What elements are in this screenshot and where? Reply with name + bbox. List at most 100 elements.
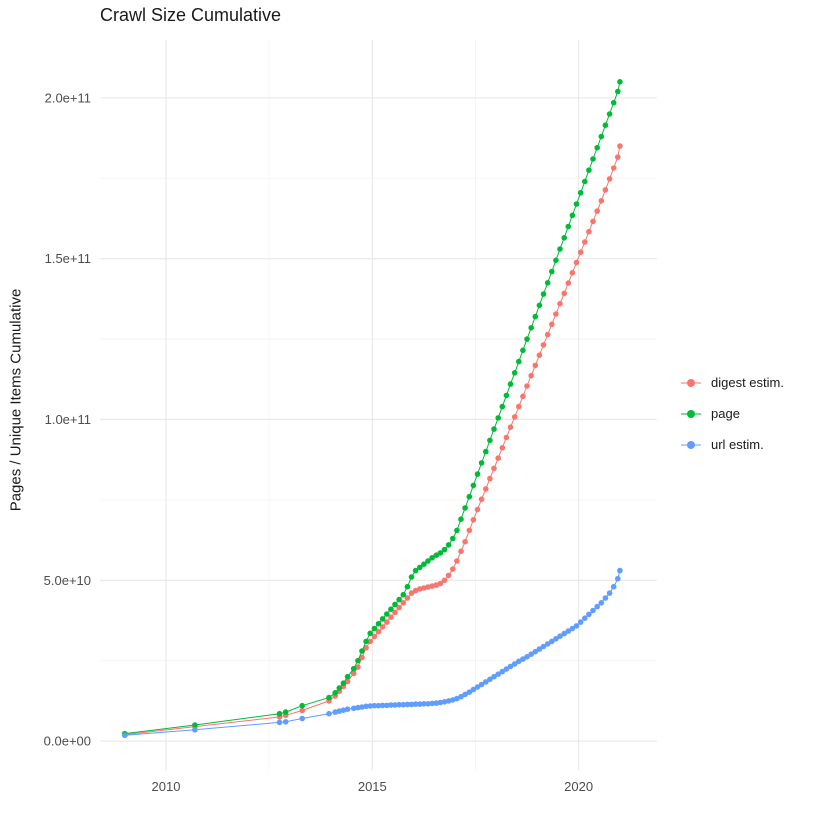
data-point xyxy=(417,701,423,707)
data-point xyxy=(602,122,609,128)
data-point xyxy=(606,176,613,182)
data-point xyxy=(536,646,543,652)
data-point xyxy=(549,321,555,328)
data-point xyxy=(582,615,588,621)
data-point xyxy=(429,555,435,561)
data-point xyxy=(462,691,468,698)
data-point xyxy=(602,187,609,193)
legend-item-digest-estim: digest estim. xyxy=(678,374,784,392)
data-point xyxy=(367,630,374,637)
data-point xyxy=(491,465,497,472)
data-point xyxy=(516,658,522,665)
data-point xyxy=(577,249,584,255)
data-point xyxy=(483,679,489,685)
legend-label: page xyxy=(711,406,740,421)
data-point xyxy=(371,633,378,640)
data-point xyxy=(503,666,510,672)
data-point xyxy=(363,645,369,651)
data-point xyxy=(598,133,605,140)
data-point xyxy=(445,542,452,548)
data-point xyxy=(412,587,419,594)
legend-item-page: page xyxy=(678,405,784,423)
data-point xyxy=(299,715,306,722)
data-point xyxy=(590,156,596,162)
data-point xyxy=(326,694,332,701)
data-point xyxy=(582,178,588,185)
data-point xyxy=(336,685,343,691)
data-point xyxy=(491,673,497,680)
data-point xyxy=(384,611,390,617)
legend: digest estim. page url estim. xyxy=(678,374,784,454)
data-point xyxy=(557,633,563,639)
legend-label: digest estim. xyxy=(711,375,784,390)
data-point xyxy=(458,693,464,700)
data-point xyxy=(528,372,534,379)
data-point xyxy=(384,702,390,709)
series-url-estim xyxy=(122,567,623,739)
data-point xyxy=(565,223,572,230)
data-point xyxy=(540,643,547,650)
data-point xyxy=(404,595,411,601)
data-point xyxy=(350,705,357,712)
data-point xyxy=(511,370,518,376)
data-point xyxy=(192,727,198,733)
data-point xyxy=(536,352,543,359)
data-point xyxy=(412,701,419,707)
data-point xyxy=(344,678,351,685)
data-point xyxy=(524,383,530,389)
data-point xyxy=(340,707,347,713)
data-point xyxy=(474,506,481,513)
data-point xyxy=(371,702,378,709)
data-point xyxy=(586,611,592,618)
data-point xyxy=(582,239,588,245)
data-point xyxy=(375,628,382,635)
series-line xyxy=(124,81,621,735)
data-point xyxy=(602,595,609,601)
data-point xyxy=(445,698,452,704)
data-point xyxy=(598,198,605,204)
data-point xyxy=(553,257,559,264)
data-point xyxy=(359,648,365,654)
data-point xyxy=(392,609,398,616)
data-point xyxy=(375,620,382,627)
data-point xyxy=(388,606,394,612)
data-point xyxy=(355,657,361,664)
x-tick-label: 2020 xyxy=(564,779,593,794)
data-point xyxy=(577,190,584,196)
data-point xyxy=(425,701,431,707)
data-point xyxy=(412,567,419,574)
data-point xyxy=(565,280,572,286)
data-point xyxy=(400,600,407,606)
data-point xyxy=(483,486,489,492)
data-point xyxy=(561,235,567,241)
data-point xyxy=(524,654,530,660)
data-point xyxy=(122,732,128,739)
data-point xyxy=(617,79,623,85)
data-point xyxy=(408,574,415,580)
data-point xyxy=(192,722,198,728)
data-point xyxy=(282,719,289,725)
data-point xyxy=(474,684,481,690)
data-point xyxy=(478,681,485,688)
data-point xyxy=(388,702,394,708)
data-point xyxy=(536,302,543,309)
data-point xyxy=(528,651,534,657)
data-point xyxy=(421,561,427,567)
data-point xyxy=(276,710,283,717)
data-point xyxy=(511,414,518,420)
x-tick-label: 2010 xyxy=(152,779,181,794)
data-point xyxy=(615,154,621,160)
data-point xyxy=(499,445,506,451)
data-point xyxy=(425,558,431,564)
data-point xyxy=(569,270,576,276)
data-point xyxy=(561,290,567,297)
data-point xyxy=(615,575,621,582)
y-tick-label: 5.0e+10 xyxy=(44,573,91,588)
data-point xyxy=(392,702,398,708)
data-point xyxy=(540,342,547,348)
data-point xyxy=(350,665,357,672)
data-point xyxy=(573,259,580,266)
data-point xyxy=(355,704,361,711)
legend-key-icon xyxy=(681,378,701,387)
x-tick-label: 2015 xyxy=(358,779,387,794)
